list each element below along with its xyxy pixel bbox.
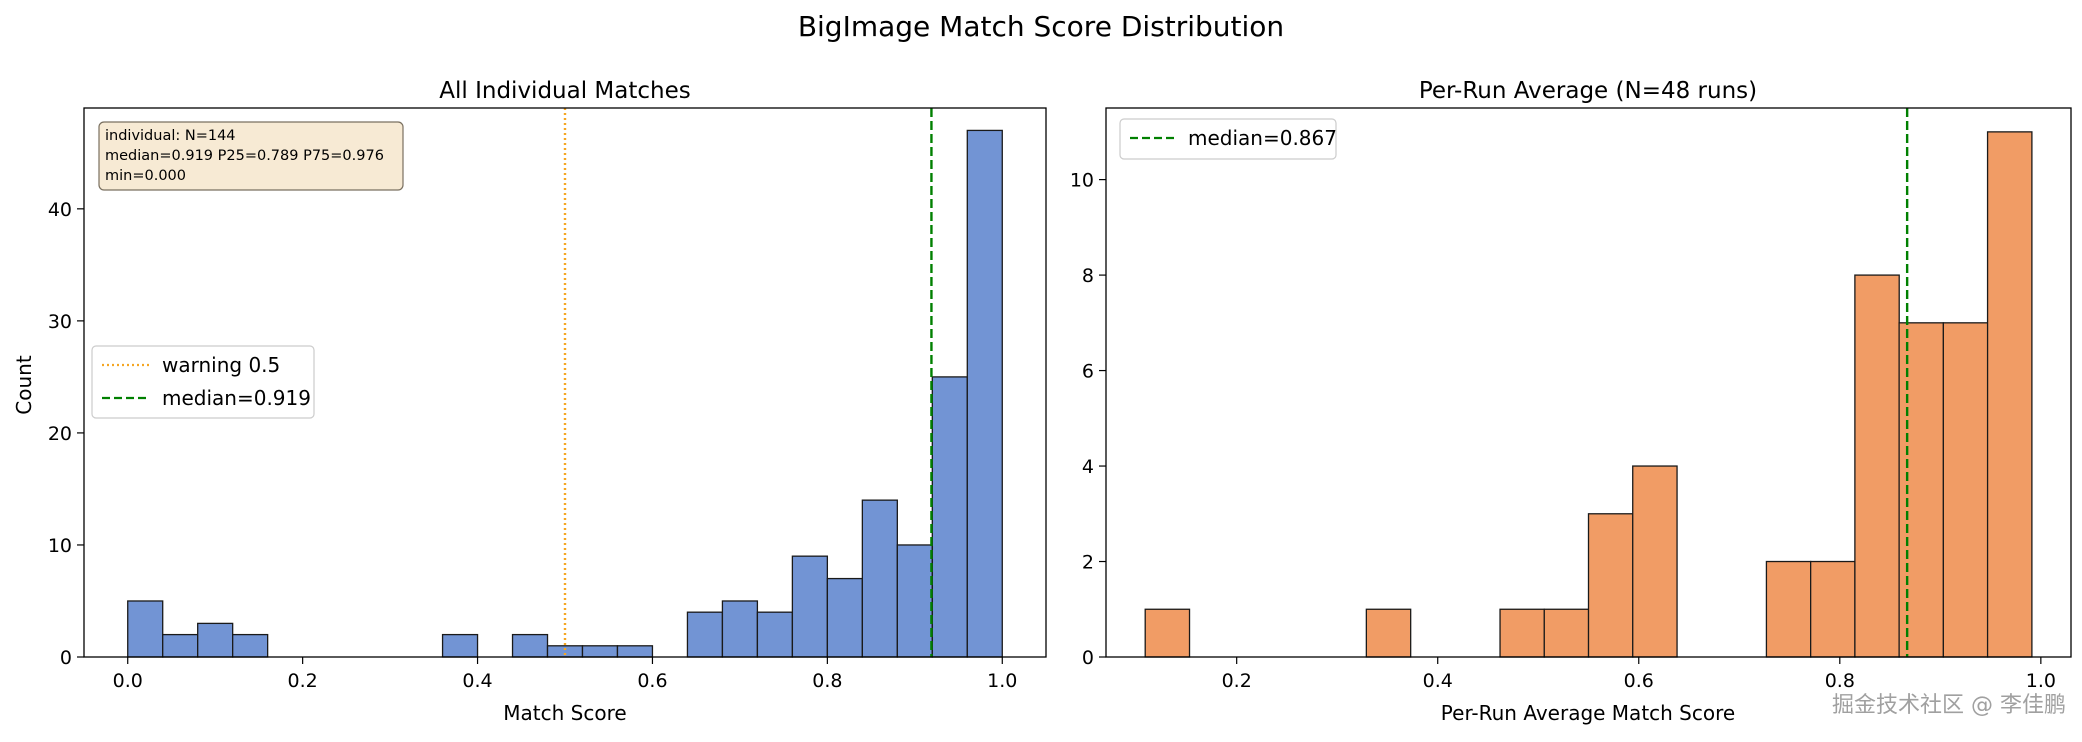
right-bar (1499, 608, 1546, 658)
right-x-tick-label: 0.2 (1222, 670, 1252, 692)
figure-title: BigImage Match Score Distribution (798, 10, 1284, 43)
right-legend: median=0.867 (1119, 118, 1337, 160)
right-y-tick-label: 0 (1082, 647, 1094, 669)
right-y-tick-label: 10 (1070, 170, 1094, 192)
right-bar (1365, 608, 1412, 658)
left-y-tick-label: 30 (48, 311, 72, 333)
left-y-tick-label: 0 (60, 647, 72, 669)
right-bar (1854, 274, 1900, 658)
left-bar (861, 499, 898, 658)
left-y-tick-label: 10 (48, 535, 72, 557)
right-bar (1632, 465, 1678, 658)
right-chart-title: Per-Run Average (N=48 runs) (1419, 78, 1757, 104)
watermark: 掘金技术社区 @ 李佳鹏 (1832, 693, 2066, 718)
right-x-tick-label: 0.6 (1624, 670, 1654, 692)
left-x-tick-label: 1.0 (987, 670, 1017, 692)
left-bar (966, 129, 1003, 658)
right-x-tick-label: 0.4 (1423, 670, 1453, 692)
left-bar (756, 611, 794, 658)
right-y-tick-label: 2 (1082, 552, 1094, 574)
left-x-tick-label: 0.8 (812, 670, 842, 692)
right-y-tick-label: 8 (1082, 265, 1094, 287)
left-bar (721, 600, 759, 658)
legend-median-label-right: median=0.867 (1188, 126, 1337, 150)
right-bar (1898, 322, 1945, 658)
legend-warning-label: warning 0.5 (162, 353, 280, 377)
right-bar (1765, 560, 1812, 658)
right-x-axis-label: Per-Run Average Match Score (1441, 701, 1735, 725)
right-axes-frame (1105, 107, 2072, 658)
left-x-tick-label: 0.2 (288, 670, 318, 692)
right-y-tick-label: 6 (1082, 361, 1094, 383)
left-x-tick-label: 0.4 (462, 670, 492, 692)
left-y-tick-label: 20 (48, 423, 72, 445)
chart-right: 0.2 0.4 0.6 0.8 1.0 0 2 4 6 8 10 Per-Run Average (… (1070, 78, 2072, 725)
left-x-axis-label: Match Score (503, 701, 626, 725)
left-bar (511, 633, 549, 658)
left-axes-frame (83, 107, 1047, 658)
left-y-tick-label: 40 (48, 199, 72, 221)
left-legend: warning 0.5 median=0.919 (91, 345, 315, 419)
left-bar (826, 577, 863, 658)
legend-median-label: median=0.919 (162, 386, 311, 410)
left-bar (931, 376, 968, 658)
right-bar (1543, 608, 1590, 658)
left-x-tick-label: 0.0 (113, 670, 143, 692)
left-bar (616, 645, 654, 658)
left-bar (896, 544, 933, 658)
stats-line-quartiles: median=0.919 P25=0.789 P75=0.976 (105, 148, 384, 164)
left-bar (162, 633, 199, 658)
left-bar (581, 645, 619, 658)
right-y-tick-label: 4 (1082, 456, 1094, 478)
left-y-axis-label: Count (12, 355, 36, 415)
left-bar (791, 555, 829, 658)
stats-line-min: min=0.000 (105, 168, 186, 184)
chart-left: 0.0 0.2 0.4 0.6 0.8 1.0 0 10 20 30 40 All Individu… (12, 78, 1047, 725)
left-bar (127, 600, 164, 658)
right-bar (1144, 608, 1191, 658)
left-bar (232, 633, 269, 658)
left-bar (441, 633, 479, 658)
right-bar (1942, 322, 1989, 658)
left-chart-title: All Individual Matches (439, 78, 690, 104)
right-x-tick-label: 1.0 (2026, 670, 2056, 692)
left-bar (546, 645, 584, 658)
left-bar (197, 622, 234, 658)
right-bar (1810, 560, 1856, 658)
right-x-tick-label: 0.8 (1825, 670, 1855, 692)
stats-annotation-box: individual: N=144 median=0.919 P25=0.789… (98, 121, 404, 191)
right-bar (1986, 131, 2033, 658)
left-bar (686, 611, 724, 658)
stats-line-count: individual: N=144 (105, 128, 236, 144)
right-bar (1587, 513, 1634, 658)
left-x-tick-label: 0.6 (637, 670, 667, 692)
